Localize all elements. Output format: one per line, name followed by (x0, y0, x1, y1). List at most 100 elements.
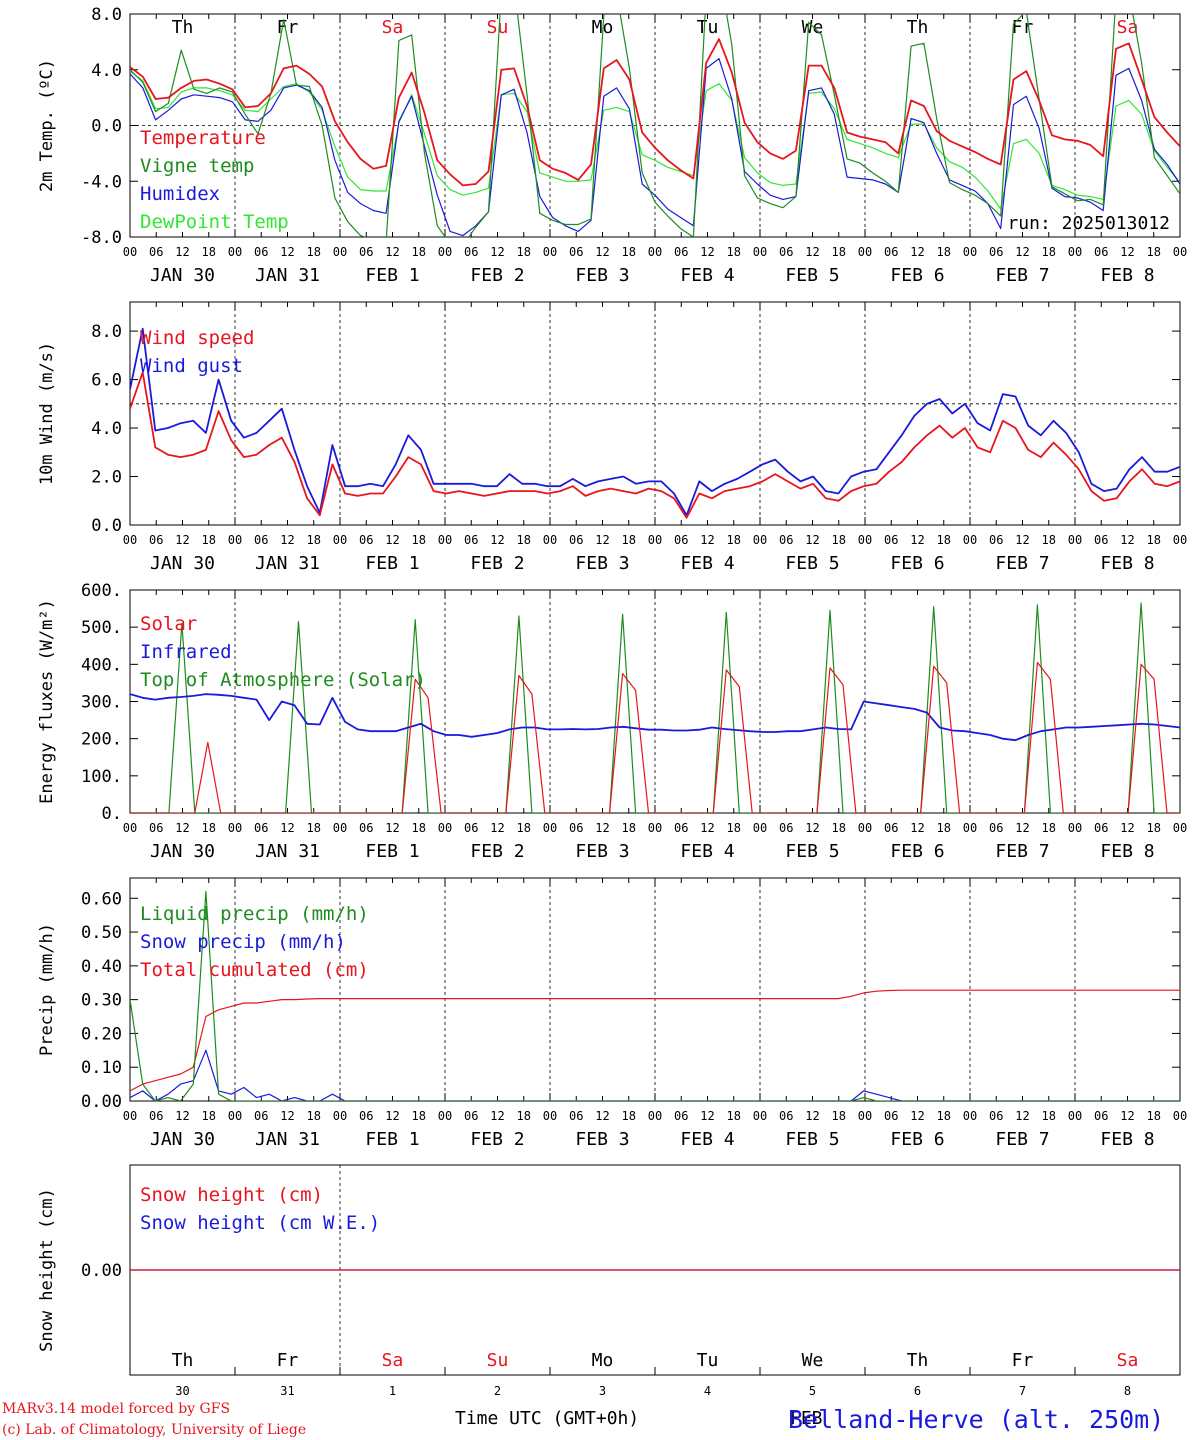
weekday-label: Sa (382, 1350, 404, 1371)
y-tick-label: 0.00 (81, 1261, 122, 1281)
hour-tick-label: 12 (595, 533, 609, 547)
hour-tick-label: 00 (648, 1109, 662, 1123)
date-label: JAN 30 (150, 265, 215, 286)
hour-tick-label: 18 (517, 821, 531, 835)
hour-tick-label: 06 (674, 245, 688, 259)
hour-tick-label: 06 (779, 821, 793, 835)
hour-tick-label: 00 (1173, 533, 1187, 547)
series-line-infrared (130, 693, 1180, 742)
hour-tick-label: 06 (1094, 1109, 1108, 1123)
hour-tick-label: 12 (385, 1109, 399, 1123)
legend-entry: Top of Atmosphere (Solar) (140, 669, 426, 691)
hour-tick-label: 06 (1094, 533, 1108, 547)
weekday-label: Th (172, 17, 194, 38)
series-line-total-cumulated-cm- (130, 989, 1180, 1092)
panel-wind: 0.0 2.0 4.0 6.0 8.0 10m Wind (m/s) 00 06 12 18 JAN… (37, 301, 1187, 574)
hour-tick-label: 18 (622, 245, 636, 259)
date-label: FEB 6 (890, 841, 944, 862)
hour-tick-label: 00 (123, 245, 137, 259)
hour-tick-label: 18 (1147, 821, 1161, 835)
credit-line-2: (c) Lab. of Climatology, University of L… (2, 1422, 306, 1438)
weekday-label: Sa (1117, 1350, 1139, 1371)
series-line-wind-gust (130, 327, 1180, 517)
legend-entry: DewPoint Temp (140, 211, 289, 233)
station-name: Belland-Herve (alt. 250m) (788, 1405, 1164, 1434)
hour-tick-label: 12 (385, 533, 399, 547)
legend-entry: Infrared (140, 641, 232, 663)
legend-entry: Snow precip (mm/h) (140, 931, 346, 953)
hour-tick-label: 18 (307, 1109, 321, 1123)
y-tick-label: 0.40 (81, 957, 122, 977)
hour-tick-label: 12 (700, 533, 714, 547)
hour-tick-label: 00 (333, 821, 347, 835)
weekday-label: Th (172, 1350, 194, 1371)
hour-tick-label: 00 (543, 1109, 557, 1123)
hour-tick-label: 00 (438, 533, 452, 547)
hour-tick-label: 06 (359, 1109, 373, 1123)
hour-tick-label: 00 (543, 821, 557, 835)
day-number-label: 30 (175, 1384, 189, 1398)
hour-tick-label: 18 (517, 1109, 531, 1123)
weekday-label: Su (487, 1350, 509, 1371)
hour-tick-label: 06 (464, 1109, 478, 1123)
hour-tick-label: 18 (937, 533, 951, 547)
y-axis-label: Energy fluxes (W/m²) (37, 599, 57, 804)
hour-tick-label: 00 (333, 1109, 347, 1123)
day-number-label: 4 (704, 1384, 711, 1398)
date-label: FEB 6 (890, 265, 944, 286)
series-line-wind-speed (130, 371, 1180, 519)
date-label: FEB 4 (680, 841, 734, 862)
hour-tick-label: 18 (517, 245, 531, 259)
hour-tick-label: 00 (123, 1109, 137, 1123)
hour-tick-label: 00 (753, 245, 767, 259)
date-label: FEB 3 (575, 265, 629, 286)
hour-tick-label: 06 (569, 1109, 583, 1123)
hour-tick-label: 06 (359, 533, 373, 547)
hour-tick-label: 00 (1068, 245, 1082, 259)
hour-tick-label: 12 (490, 821, 504, 835)
hour-tick-label: 06 (254, 533, 268, 547)
y-axis-label: 10m Wind (m/s) (37, 342, 57, 485)
hour-tick-label: 18 (202, 533, 216, 547)
hour-tick-label: 00 (963, 533, 977, 547)
weekday-label: Sa (382, 17, 404, 38)
hour-tick-label: 12 (175, 1109, 189, 1123)
y-tick-label: 2.0 (91, 468, 122, 488)
hour-tick-label: 18 (832, 821, 846, 835)
hour-tick-label: 00 (858, 1109, 872, 1123)
hour-tick-label: 18 (1042, 1109, 1056, 1123)
date-label: FEB 5 (785, 265, 839, 286)
hour-tick-label: 12 (175, 821, 189, 835)
y-tick-label: 8.0 (91, 5, 122, 25)
hour-tick-label: 12 (910, 821, 924, 835)
hour-tick-label: 18 (202, 1109, 216, 1123)
day-number-label: 6 (914, 1384, 921, 1398)
series-line-top-of-atmosphere-solar- (130, 602, 1180, 813)
y-tick-label: 0.0 (91, 516, 122, 536)
hour-tick-label: 06 (359, 245, 373, 259)
y-tick-label: 100. (81, 767, 122, 787)
weekday-label: Su (487, 17, 509, 38)
weekday-label: Fr (277, 1350, 299, 1371)
hour-tick-label: 00 (228, 533, 242, 547)
hour-tick-label: 12 (1120, 1109, 1134, 1123)
legend-entry: Wind speed (140, 327, 254, 349)
hour-tick-label: 06 (569, 533, 583, 547)
hour-tick-label: 12 (385, 821, 399, 835)
feb-overprint: FEB (790, 1408, 823, 1429)
hour-tick-label: 00 (1173, 1109, 1187, 1123)
hour-tick-label: 06 (989, 533, 1003, 547)
date-label: FEB 8 (1100, 553, 1154, 574)
hour-tick-label: 12 (490, 245, 504, 259)
date-label: FEB 4 (680, 265, 734, 286)
date-label: JAN 30 (150, 841, 215, 862)
date-label: FEB 7 (995, 1129, 1049, 1150)
series-group (130, 327, 1180, 519)
hour-tick-label: 00 (1068, 821, 1082, 835)
weekday-label: We (802, 17, 824, 38)
hour-tick-label: 12 (1015, 821, 1029, 835)
hour-tick-label: 06 (464, 821, 478, 835)
hour-tick-label: 00 (963, 821, 977, 835)
day-number-label: 2 (494, 1384, 501, 1398)
panel-temp: -8.0 -4.0 0.0 4.0 8.0 2m Temp. (ºC) 00 06 12 18 JA… (37, 5, 1187, 286)
